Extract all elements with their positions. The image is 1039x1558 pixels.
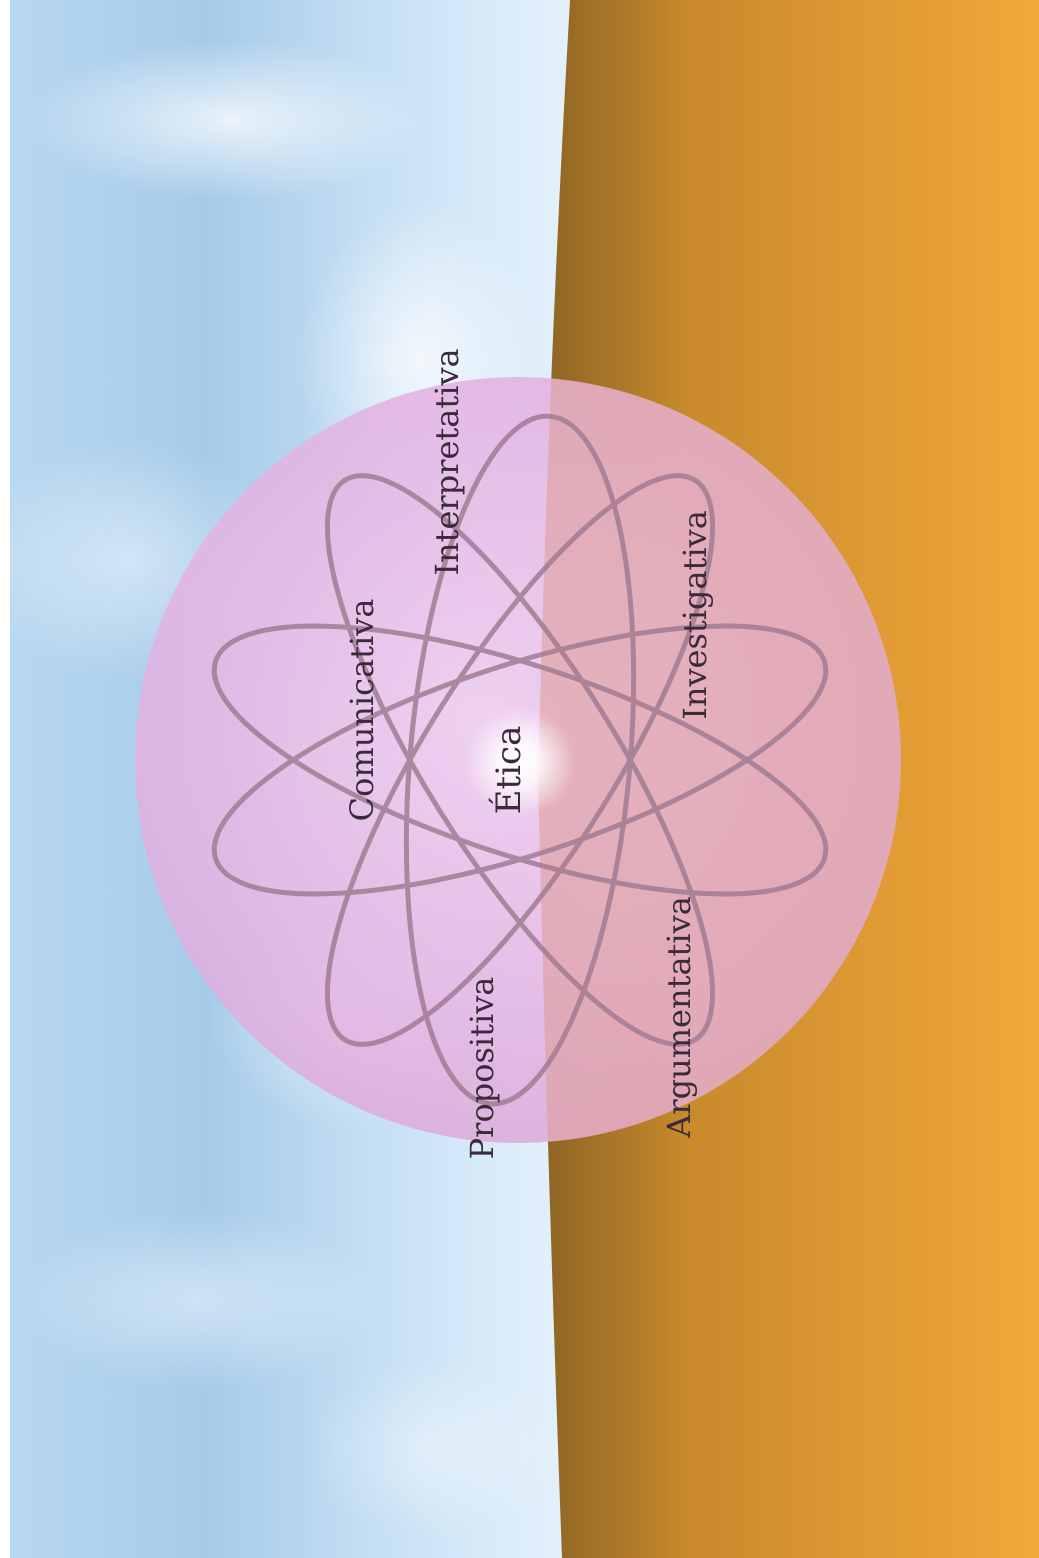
label-comunicativa: Comunicativa <box>343 599 381 822</box>
label-investigativa: Investigativa <box>676 510 714 720</box>
core-glow <box>465 707 575 817</box>
orbit-rings <box>211 413 829 1107</box>
labels: Ética Interpretativa Comunicativa Invest… <box>343 348 714 1159</box>
label-argumentativa: Argumentativa <box>660 896 698 1139</box>
center-label-etica: Ética <box>488 726 529 815</box>
label-propositiva: Propositiva <box>463 977 501 1160</box>
label-interpretativa: Interpretativa <box>428 348 466 575</box>
